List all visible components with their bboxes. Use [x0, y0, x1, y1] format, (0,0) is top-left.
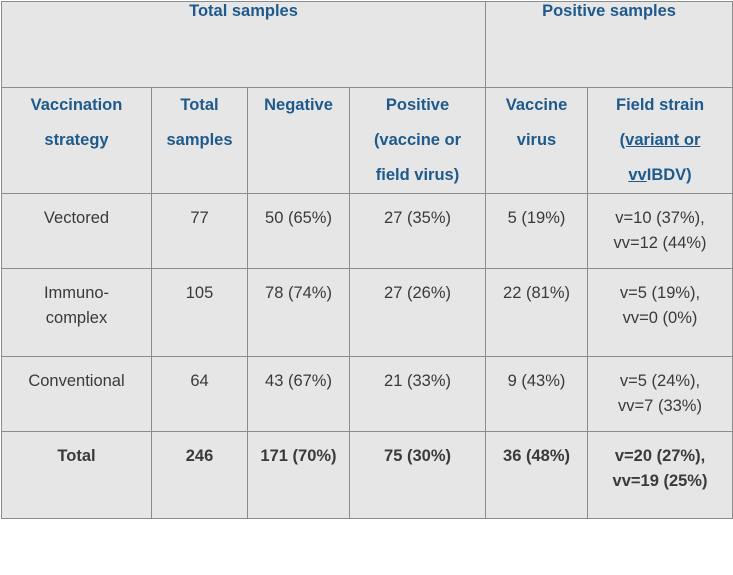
cell-positive: 27 (26%) — [348, 268, 487, 357]
cell-field-strain: v=5 (24%), vv=7 (33%) — [587, 356, 733, 432]
cell-positive: 27 (35%) — [348, 193, 487, 269]
cell-negative: 171 (70%) — [247, 431, 350, 519]
group-header-positive-samples: Positive samples — [485, 1, 733, 88]
cell-negative: 78 (74%) — [247, 268, 350, 357]
cell-field-strain: v=10 (37%), vv=12 (44%) — [587, 193, 733, 269]
cell-field-strain: v=5 (19%), vv=0 (0%) — [587, 268, 733, 357]
field-strain-variant-link[interactable]: (variant or — [619, 131, 701, 149]
table-row: Immuno- complex 105 78 (74%) 27 (26%) 22… — [1, 268, 733, 357]
cell-positive: 75 (30%) — [348, 431, 487, 519]
cell-strategy: Total — [1, 431, 152, 519]
group-header-row: Total samples Positive samples — [0, 1, 733, 88]
group-header-total-samples: Total samples — [0, 1, 487, 88]
header-vaccine-virus: Vaccine virus — [485, 87, 589, 194]
results-table: Total samples Positive samples Vaccinati… — [0, 1, 733, 519]
header-negative: Negative — [247, 87, 350, 194]
cell-vaccine-virus: 9 (43%) — [485, 356, 589, 432]
cell-negative: 50 (65%) — [247, 193, 350, 269]
cell-strategy: Immuno- complex — [1, 268, 152, 357]
cell-positive: 21 (33%) — [348, 356, 487, 432]
cell-strategy: Vectored — [1, 193, 152, 269]
cell-vaccine-virus: 36 (48%) — [485, 431, 589, 519]
header-vaccination-strategy: Vaccination strategy — [1, 87, 152, 194]
header-total-samples: Total samples — [151, 87, 248, 194]
cell-total: 105 — [151, 268, 248, 357]
cell-total: 77 — [151, 193, 248, 269]
field-strain-vv-link[interactable]: vv — [628, 166, 647, 184]
header-positive: Positive (vaccine or field virus) — [348, 87, 487, 194]
cell-negative: 43 (67%) — [247, 356, 350, 432]
cell-vaccine-virus: 5 (19%) — [485, 193, 589, 269]
cell-total: 64 — [151, 356, 248, 432]
header-field-strain: Field strain (variant or vvIBDV) — [587, 87, 733, 194]
column-header-row: Vaccination strategy Total samples Negat… — [1, 87, 733, 194]
cell-vaccine-virus: 22 (81%) — [485, 268, 589, 357]
cell-strategy: Conventional — [1, 356, 152, 432]
table-row: Vectored 77 50 (65%) 27 (35%) 5 (19%) v=… — [1, 193, 733, 269]
table-row: Conventional 64 43 (67%) 21 (33%) 9 (43%… — [1, 356, 733, 432]
cell-field-strain: v=20 (27%), vv=19 (25%) — [587, 431, 733, 519]
cell-total: 246 — [151, 431, 248, 519]
table-row-total: Total 246 171 (70%) 75 (30%) 36 (48%) v=… — [1, 431, 733, 519]
